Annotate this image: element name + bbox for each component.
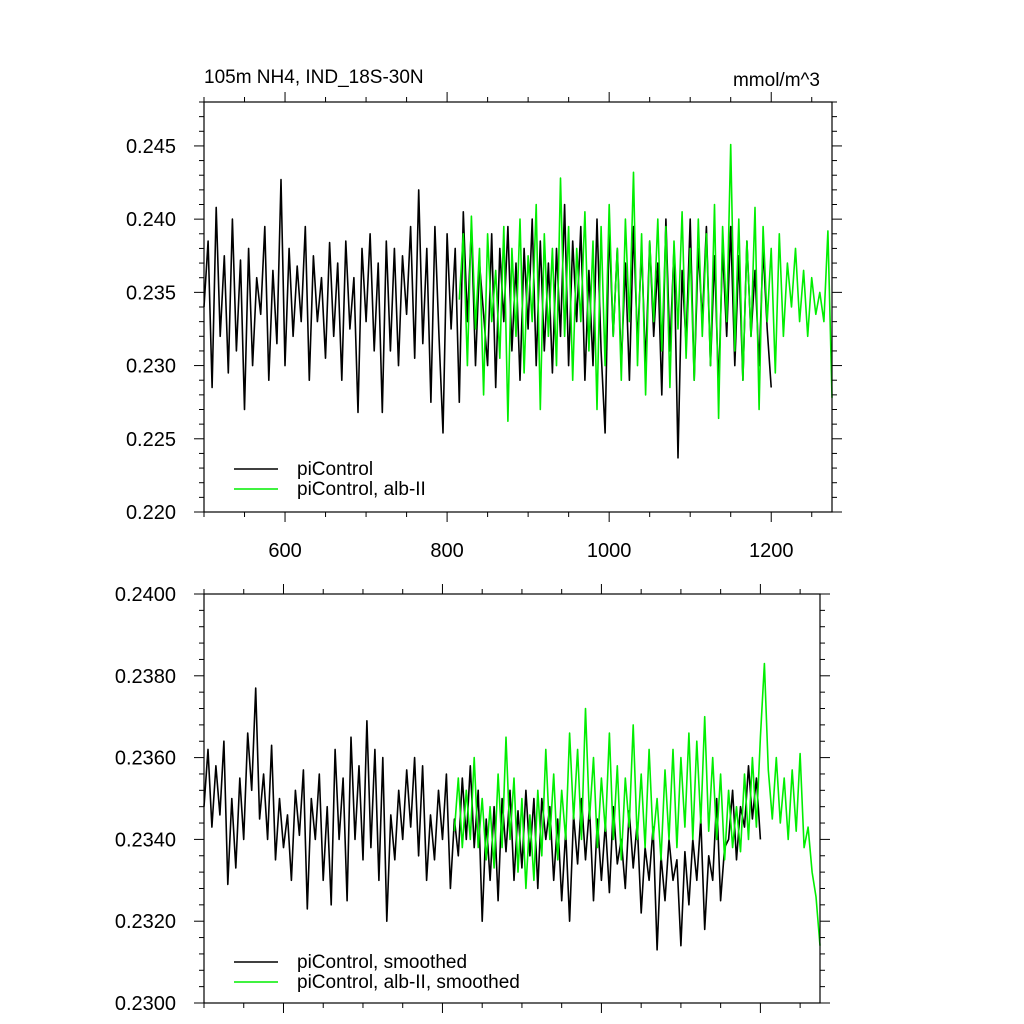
- bottom-panel-x-axis: [203, 584, 801, 1013]
- top-x-tick-label: 600: [268, 540, 301, 562]
- top-x-tick-label: 800: [430, 540, 463, 562]
- top-series-picontrol: [203, 178, 772, 459]
- legend-label-picontrol-smoothed: piControl, smoothed: [297, 952, 467, 973]
- bottom-panel-frame: [203, 593, 821, 1004]
- top-panel-x-axis: 600 800 1000 1200: [203, 92, 813, 562]
- legend-label-picontrol-alb-ii: piControl, alb-II: [297, 479, 426, 500]
- bottom-y-tick-label: 0.2300: [115, 993, 176, 1015]
- bottom-panel-legend: piControl, smoothed piControl, alb-II, s…: [234, 952, 520, 993]
- bottom-panel-y-axis: 0.2300 0.2320 0.2340 0.2360 0.2380 0.2400: [115, 584, 830, 1015]
- top-y-tick-label: 0.245: [126, 136, 176, 158]
- top-y-tick-label: 0.240: [126, 209, 176, 231]
- bottom-panel: 0.2300 0.2320 0.2340 0.2360 0.2380 0.2400 piC…: [115, 584, 830, 1015]
- bottom-y-tick-label: 0.2340: [115, 829, 176, 851]
- bottom-panel-plot-area: [203, 662, 821, 951]
- top-panel: 105m NH4, IND_18S-30N mmol/m^3 600 800 100…: [126, 67, 842, 562]
- top-y-tick-label: 0.220: [126, 502, 176, 524]
- legend-label-picontrol: piControl: [297, 459, 373, 480]
- top-series-picontrol-alb-ii: [458, 143, 833, 423]
- top-panel-plot-area: [203, 143, 833, 459]
- top-panel-units: mmol/m^3: [733, 70, 820, 91]
- top-y-tick-label: 0.235: [126, 282, 176, 304]
- top-panel-y-axis: 0.220 0.225 0.230 0.235 0.240 0.245: [126, 101, 842, 524]
- bottom-y-tick-label: 0.2380: [115, 666, 176, 688]
- bottom-y-tick-label: 0.2360: [115, 748, 176, 770]
- top-x-tick-label: 1000: [587, 540, 632, 562]
- top-y-tick-label: 0.230: [126, 356, 176, 378]
- top-x-tick-label: 1200: [749, 540, 794, 562]
- legend-label-picontrol-alb-ii-smoothed: piControl, alb-II, smoothed: [297, 972, 520, 993]
- top-panel-legend: piControl piControl, alb-II: [234, 459, 426, 500]
- bottom-y-tick-label: 0.2320: [115, 911, 176, 933]
- bottom-series-picontrol-smoothed: [203, 687, 762, 951]
- top-panel-title: 105m NH4, IND_18S-30N: [204, 67, 424, 88]
- bottom-series-picontrol-alb-ii-smoothed: [453, 662, 821, 946]
- top-y-tick-label: 0.225: [126, 429, 176, 451]
- bottom-y-tick-label: 0.2400: [115, 584, 176, 606]
